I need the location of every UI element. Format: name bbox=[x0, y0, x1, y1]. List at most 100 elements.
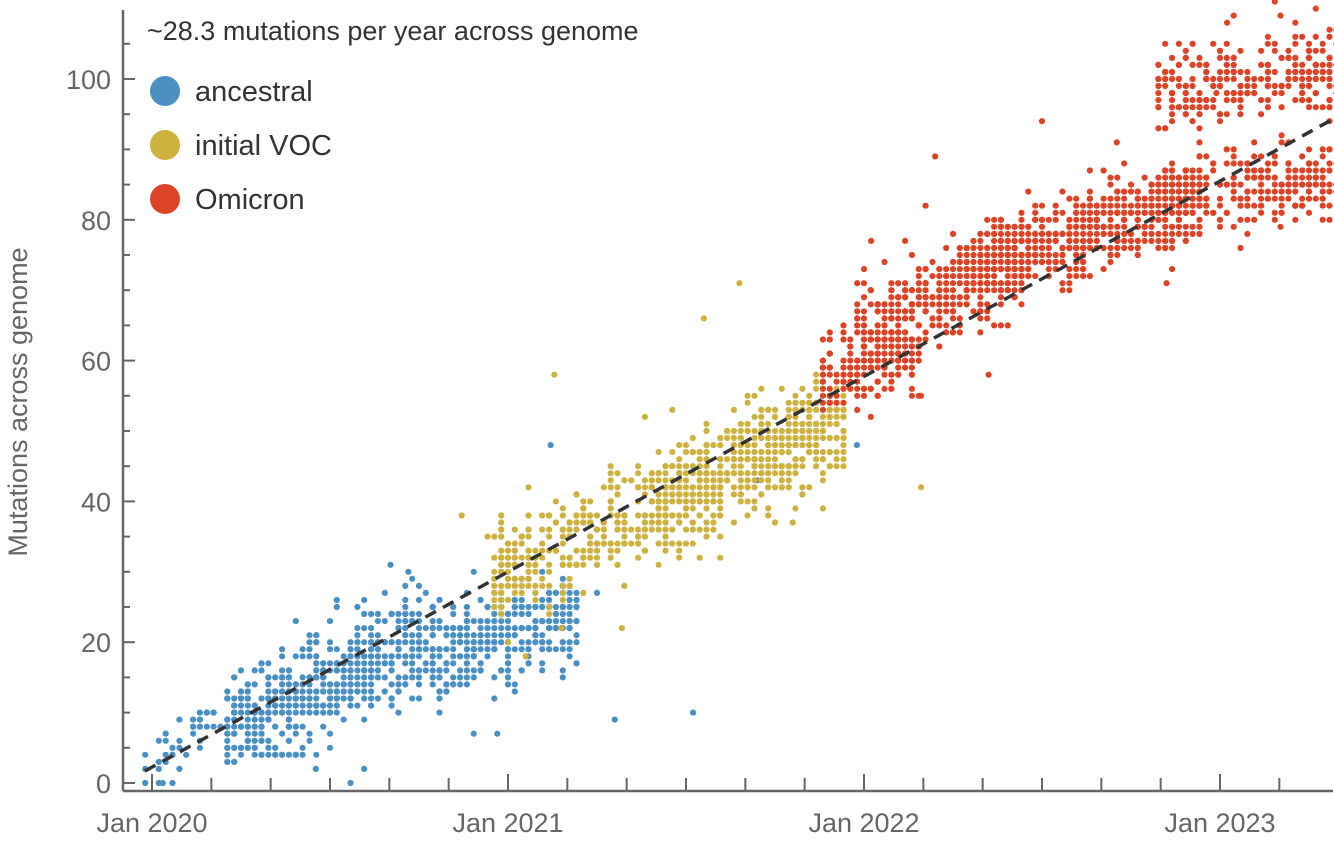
data-point bbox=[648, 498, 655, 505]
data-point bbox=[997, 266, 1005, 273]
data-point bbox=[1305, 47, 1313, 54]
data-point bbox=[279, 695, 286, 702]
legend-item-initial-voc[interactable]: initial VOC bbox=[150, 130, 332, 162]
data-point bbox=[888, 350, 895, 357]
data-point bbox=[1175, 104, 1182, 111]
data-point bbox=[347, 779, 354, 787]
legend-item-omicron[interactable]: Omicron bbox=[150, 184, 305, 216]
data-point bbox=[1162, 125, 1169, 132]
legend-item-ancestral[interactable]: ancestral bbox=[150, 76, 313, 108]
y-tick-label: 100 bbox=[66, 65, 111, 95]
data-point bbox=[1216, 111, 1224, 118]
data-point bbox=[915, 287, 922, 294]
data-point bbox=[614, 491, 621, 498]
data-point bbox=[546, 512, 553, 519]
data-point bbox=[1169, 68, 1176, 76]
data-point bbox=[717, 463, 724, 470]
data-point bbox=[1230, 146, 1237, 153]
axes bbox=[121, 10, 1333, 793]
data-point bbox=[641, 533, 649, 540]
data-point bbox=[1004, 251, 1011, 259]
data-point bbox=[299, 723, 306, 730]
data-point bbox=[922, 329, 929, 336]
data-point bbox=[669, 484, 676, 491]
data-point bbox=[977, 244, 984, 252]
data-point bbox=[361, 596, 368, 604]
data-point bbox=[532, 596, 539, 604]
data-point bbox=[559, 533, 566, 540]
data-point bbox=[1059, 251, 1066, 259]
data-point bbox=[224, 751, 231, 758]
data-point bbox=[292, 618, 299, 625]
data-point bbox=[381, 660, 388, 667]
data-point bbox=[1032, 230, 1039, 237]
data-point bbox=[895, 280, 902, 287]
data-point bbox=[908, 364, 916, 371]
data-point bbox=[552, 618, 560, 625]
data-point bbox=[593, 540, 601, 547]
data-point bbox=[333, 603, 340, 611]
data-point bbox=[997, 301, 1005, 308]
data-point bbox=[244, 737, 251, 744]
data-point bbox=[1230, 97, 1237, 104]
data-point bbox=[813, 427, 820, 435]
data-point bbox=[977, 230, 984, 237]
data-point bbox=[717, 512, 724, 519]
data-point bbox=[1264, 160, 1271, 167]
data-point bbox=[450, 610, 457, 618]
data-point bbox=[265, 716, 272, 723]
data-point bbox=[566, 625, 573, 632]
data-point bbox=[1086, 244, 1093, 252]
data-point bbox=[874, 322, 881, 329]
data-point bbox=[402, 639, 409, 646]
data-point bbox=[860, 322, 868, 329]
data-point bbox=[819, 449, 827, 456]
data-point bbox=[881, 371, 888, 378]
data-point bbox=[498, 512, 505, 519]
data-point bbox=[566, 618, 573, 625]
data-point bbox=[970, 280, 977, 287]
data-point bbox=[1292, 54, 1299, 62]
data-point bbox=[648, 512, 655, 519]
data-point bbox=[511, 547, 518, 554]
data-point bbox=[751, 463, 758, 470]
data-point bbox=[717, 484, 724, 491]
data-point bbox=[1155, 125, 1162, 132]
data-point bbox=[689, 498, 696, 505]
data-point bbox=[1148, 237, 1155, 244]
data-point bbox=[326, 709, 334, 716]
data-point bbox=[347, 702, 354, 709]
data-point bbox=[758, 477, 765, 484]
data-point bbox=[607, 484, 614, 491]
data-point bbox=[806, 406, 813, 413]
data-point bbox=[1045, 230, 1052, 237]
data-point bbox=[395, 688, 402, 695]
data-point bbox=[566, 653, 573, 660]
data-point bbox=[1189, 118, 1196, 125]
data-point bbox=[546, 596, 553, 604]
data-point bbox=[1121, 237, 1128, 244]
data-point bbox=[203, 723, 210, 730]
data-point bbox=[463, 660, 470, 667]
data-point bbox=[1189, 209, 1196, 216]
data-point bbox=[991, 273, 998, 280]
data-point bbox=[498, 582, 505, 590]
data-point bbox=[395, 653, 402, 660]
data-point bbox=[1121, 209, 1128, 216]
data-point bbox=[313, 632, 320, 639]
data-point bbox=[292, 751, 299, 758]
data-point bbox=[511, 646, 518, 653]
data-point bbox=[888, 308, 895, 315]
data-point bbox=[265, 688, 272, 695]
data-point bbox=[1011, 244, 1018, 252]
data-point bbox=[1203, 61, 1210, 68]
data-point bbox=[819, 470, 827, 477]
data-point bbox=[1045, 237, 1052, 244]
data-point bbox=[313, 660, 320, 667]
data-point bbox=[956, 244, 963, 252]
data-point bbox=[525, 625, 532, 632]
data-point bbox=[559, 589, 566, 597]
data-point bbox=[902, 237, 909, 244]
data-point bbox=[566, 596, 573, 604]
